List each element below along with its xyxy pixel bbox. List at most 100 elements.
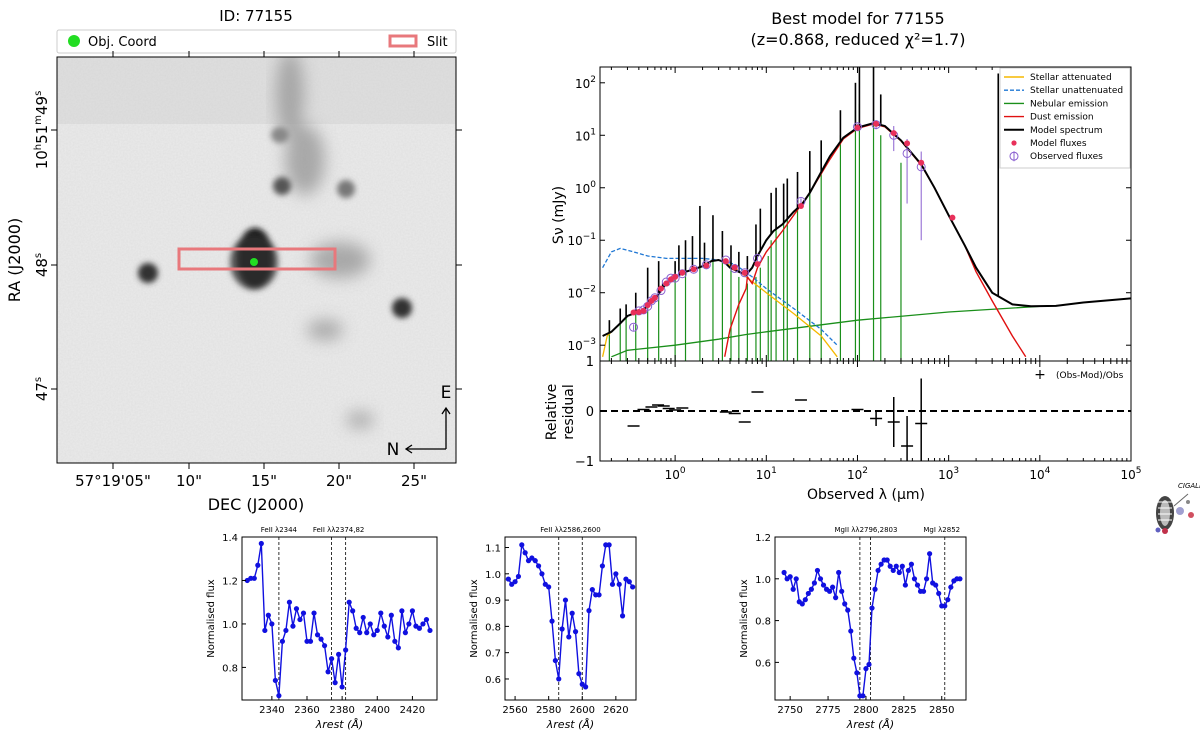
sed-title-line1: Best model for 77155 xyxy=(771,9,944,28)
spectrum-point xyxy=(251,575,257,581)
model-flux-point xyxy=(679,269,686,276)
sed-xlabel: Observed λ (μm) xyxy=(807,487,925,503)
model-flux-point xyxy=(754,261,761,268)
observed-flux-point xyxy=(629,322,639,332)
spectrum-point xyxy=(325,669,331,675)
model-flux-point xyxy=(741,269,748,276)
dust-emission-line xyxy=(724,123,1027,358)
spectrum-point xyxy=(790,586,796,592)
spectrum-point xyxy=(878,561,884,567)
cigale-logo: CIGALE xyxy=(1155,482,1200,534)
spectrum-point xyxy=(583,684,589,690)
spectrum-xtick-label: 2620 xyxy=(603,705,628,716)
spectrum-point xyxy=(945,597,951,603)
spectrum-point xyxy=(505,576,511,582)
sed-axes: 10−3 10−2 10−1 100 101 102 xyxy=(567,67,1132,361)
model-flux-point xyxy=(918,159,925,166)
spectrum-ytick-label: 1.0 xyxy=(485,570,501,581)
spectrum-xlabel: λrest (Å) xyxy=(315,718,363,731)
spectrum-point xyxy=(367,621,373,627)
spectrum-ytick-label: 0.9 xyxy=(485,596,501,607)
sed-legend-label: Observed fluxes xyxy=(1030,152,1103,162)
spectrum-point xyxy=(515,573,522,580)
image-ytick-47s: 47s xyxy=(33,377,51,401)
spectrum-xlabel: λrest (Å) xyxy=(546,718,594,731)
spectrum-point xyxy=(559,626,565,632)
spectrum-point xyxy=(781,569,787,576)
residual-ylabel-line1: Relative xyxy=(544,384,560,440)
residual-ytick-label: 0 xyxy=(586,405,594,420)
spectrum-point xyxy=(562,597,569,603)
spectrum-point xyxy=(836,569,842,576)
spectrum-point xyxy=(942,603,948,609)
spectrum-point xyxy=(566,634,572,640)
cutout-image xyxy=(57,57,456,463)
spectrum-point xyxy=(402,630,408,636)
observed-flux-point xyxy=(689,264,699,274)
model-flux-point xyxy=(722,258,729,265)
spectrum-point xyxy=(328,656,335,662)
spectrum-point xyxy=(787,574,793,580)
residual-xtick-label: 102 xyxy=(847,466,868,482)
residual-plot-area xyxy=(600,378,1131,461)
spectrum-annotation: FeII λ2344 xyxy=(261,526,298,534)
spectrum-ytick-label: 1.4 xyxy=(222,533,238,544)
spectrum-point xyxy=(374,627,380,634)
stellar-unattenuated-line xyxy=(602,247,838,346)
model-flux-point xyxy=(904,140,911,147)
spectrum-point xyxy=(920,588,927,594)
residual-legend-label: (Obs-Mod)/Obs xyxy=(1056,371,1124,381)
spectrum-point xyxy=(854,670,860,676)
spectrum-point xyxy=(902,582,908,588)
spectrum-point xyxy=(863,666,869,672)
compass xyxy=(404,406,451,454)
stellar-attenuated-line xyxy=(601,259,838,358)
model-flux-point xyxy=(651,294,658,301)
spectrum-point xyxy=(381,623,387,629)
spectrum-ytick-label: 0.6 xyxy=(755,658,771,669)
spectrum-point xyxy=(332,680,338,686)
spectrum-point xyxy=(512,579,518,585)
spectrum-point xyxy=(948,584,954,590)
model-flux-point xyxy=(663,280,670,287)
image-xtick: 25" xyxy=(401,472,427,490)
spectrum-annotation: FeII λλ2374,82 xyxy=(313,526,365,534)
sed-legend-label: Stellar attenuated xyxy=(1030,73,1112,83)
spectrum-point xyxy=(586,608,592,614)
spectrum-point xyxy=(848,628,854,634)
spectrum-point xyxy=(286,599,293,605)
observed-flux-point xyxy=(740,268,750,278)
spectrum-point xyxy=(842,601,848,607)
spectrum-point xyxy=(357,630,363,636)
spectrum-ytick-label: 0.6 xyxy=(485,675,501,686)
spectrum-xtick-label: 2340 xyxy=(259,705,284,716)
image-legend xyxy=(56,29,457,54)
legend-slit-label: Slit xyxy=(427,35,448,50)
model-flux-point xyxy=(797,202,804,209)
model-flux-point xyxy=(854,124,861,131)
spectrum-panel-feii-2586: 2560 2580 2600 2620 0.6 0.7 0.8 0.9 1.0 1.1 FeII λ… xyxy=(469,526,637,731)
logo-text: CIGALE xyxy=(1178,482,1200,490)
spectrum-point xyxy=(371,632,377,638)
spectrum-point xyxy=(385,634,391,640)
spectrum-point xyxy=(908,561,915,567)
model-flux-point xyxy=(640,307,647,314)
spectrum-xtick-label: 2560 xyxy=(502,705,527,716)
spectrum-point xyxy=(820,582,827,588)
spectrum-xlabel: λrest (Å) xyxy=(846,718,894,731)
slit-rect xyxy=(177,247,337,271)
spectrum-point xyxy=(290,623,296,629)
spectrum-ytick-label: 0.8 xyxy=(222,663,238,674)
legend-slit-marker xyxy=(388,34,418,48)
spectrum-point xyxy=(549,618,555,624)
spectrum-point xyxy=(300,610,307,616)
spectrum-point xyxy=(258,540,264,547)
residual-xtick-label: 103 xyxy=(938,466,959,482)
spectrum-point xyxy=(255,562,261,568)
sed-legend-label: Nebular emission xyxy=(1030,99,1108,109)
residual-xtick-label: 101 xyxy=(756,466,777,482)
residual-xtick-label: 104 xyxy=(1029,466,1050,482)
spectrum-xtick-label: 2800 xyxy=(853,705,878,716)
spectrum-ytick-label: 1.2 xyxy=(755,533,771,544)
